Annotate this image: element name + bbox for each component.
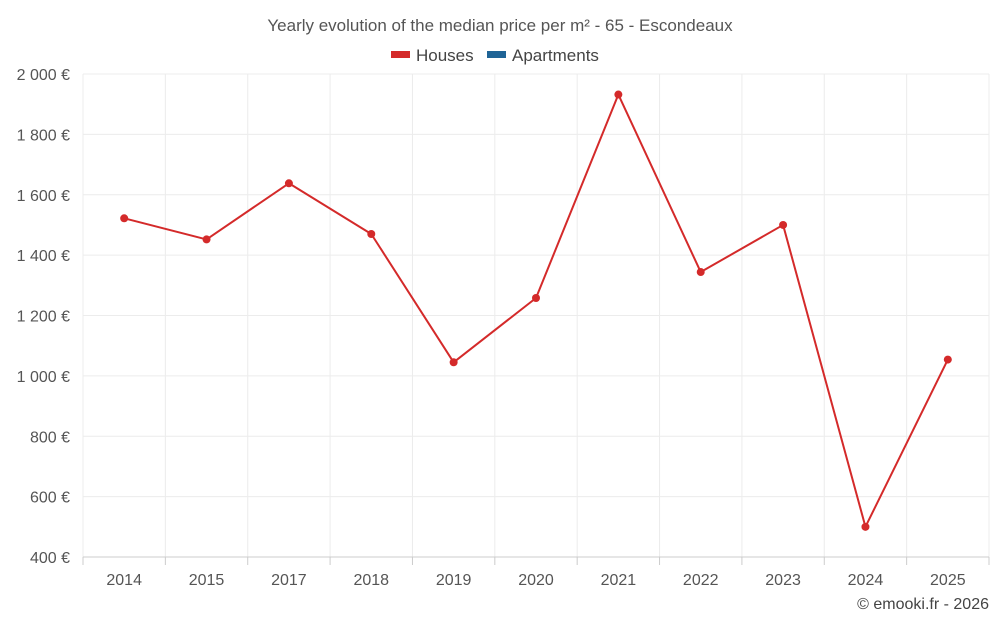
grid [82,73,990,557]
data-point-houses-2022[interactable] [696,268,705,277]
legend-label-apartments[interactable]: Apartments [512,46,599,65]
x-tick-label: 2018 [353,572,389,589]
y-axis: 400 € 600 € 800 € 1 000 € 1 200 € 1 400 € 1 60… [17,67,70,567]
legend: Houses Apartments [391,46,599,65]
legend-swatch-houses [391,51,410,58]
data-point-houses-2019[interactable] [449,358,458,367]
y-tick-label: 1 400 € [17,248,70,265]
y-tick-label: 400 € [30,550,70,567]
data-point-houses-2024[interactable] [861,522,870,531]
y-tick-label: 1 800 € [17,127,70,144]
x-tick-label: 2019 [436,572,472,589]
legend-label-houses[interactable]: Houses [416,46,474,65]
x-tick-label: 2017 [271,572,307,589]
x-tick-label: 2022 [683,572,719,589]
data-point-houses-2014[interactable] [120,214,129,223]
x-tick-label: 2015 [189,572,225,589]
data-point-houses-2023[interactable] [779,220,788,229]
data-point-houses-2017[interactable] [284,179,293,188]
x-tick-label: 2025 [930,572,966,589]
chart-title: Yearly evolution of the median price per… [267,16,733,35]
data-point-houses-2021[interactable] [614,90,623,99]
y-tick-label: 600 € [30,490,70,507]
y-tick-label: 1 200 € [17,309,70,326]
credit-text: © emooki.fr - 2026 [857,596,989,613]
data-point-houses-2015[interactable] [202,235,211,244]
data-point-houses-2018[interactable] [367,229,376,238]
y-tick-label: 1 000 € [17,369,70,386]
x-tick-label: 2020 [518,572,554,589]
x-axis: 2014 2015 2017 2018 2019 2020 2021 2022 2023 2024… [82,556,990,589]
x-tick-label: 2014 [106,572,142,589]
y-tick-label: 1 600 € [17,188,70,205]
series-layer [120,90,952,531]
y-tick-label: 800 € [30,429,70,446]
y-tick-label: 2 000 € [17,67,70,84]
data-point-houses-2020[interactable] [532,293,540,302]
legend-swatch-apartments [487,51,506,58]
x-tick-label: 2023 [765,572,801,589]
x-tick-label: 2021 [601,572,637,589]
data-point-houses-2025[interactable] [943,355,952,364]
x-tick-label: 2024 [848,572,884,589]
